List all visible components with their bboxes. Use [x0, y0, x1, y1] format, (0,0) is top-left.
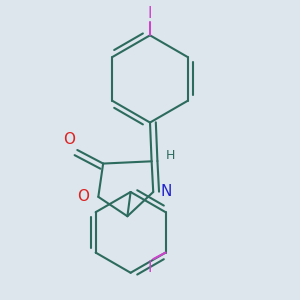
- Text: H: H: [166, 149, 176, 162]
- Text: O: O: [63, 132, 75, 147]
- Text: O: O: [77, 189, 89, 204]
- Text: N: N: [160, 184, 172, 199]
- Text: I: I: [148, 6, 152, 21]
- Text: I: I: [147, 260, 152, 275]
